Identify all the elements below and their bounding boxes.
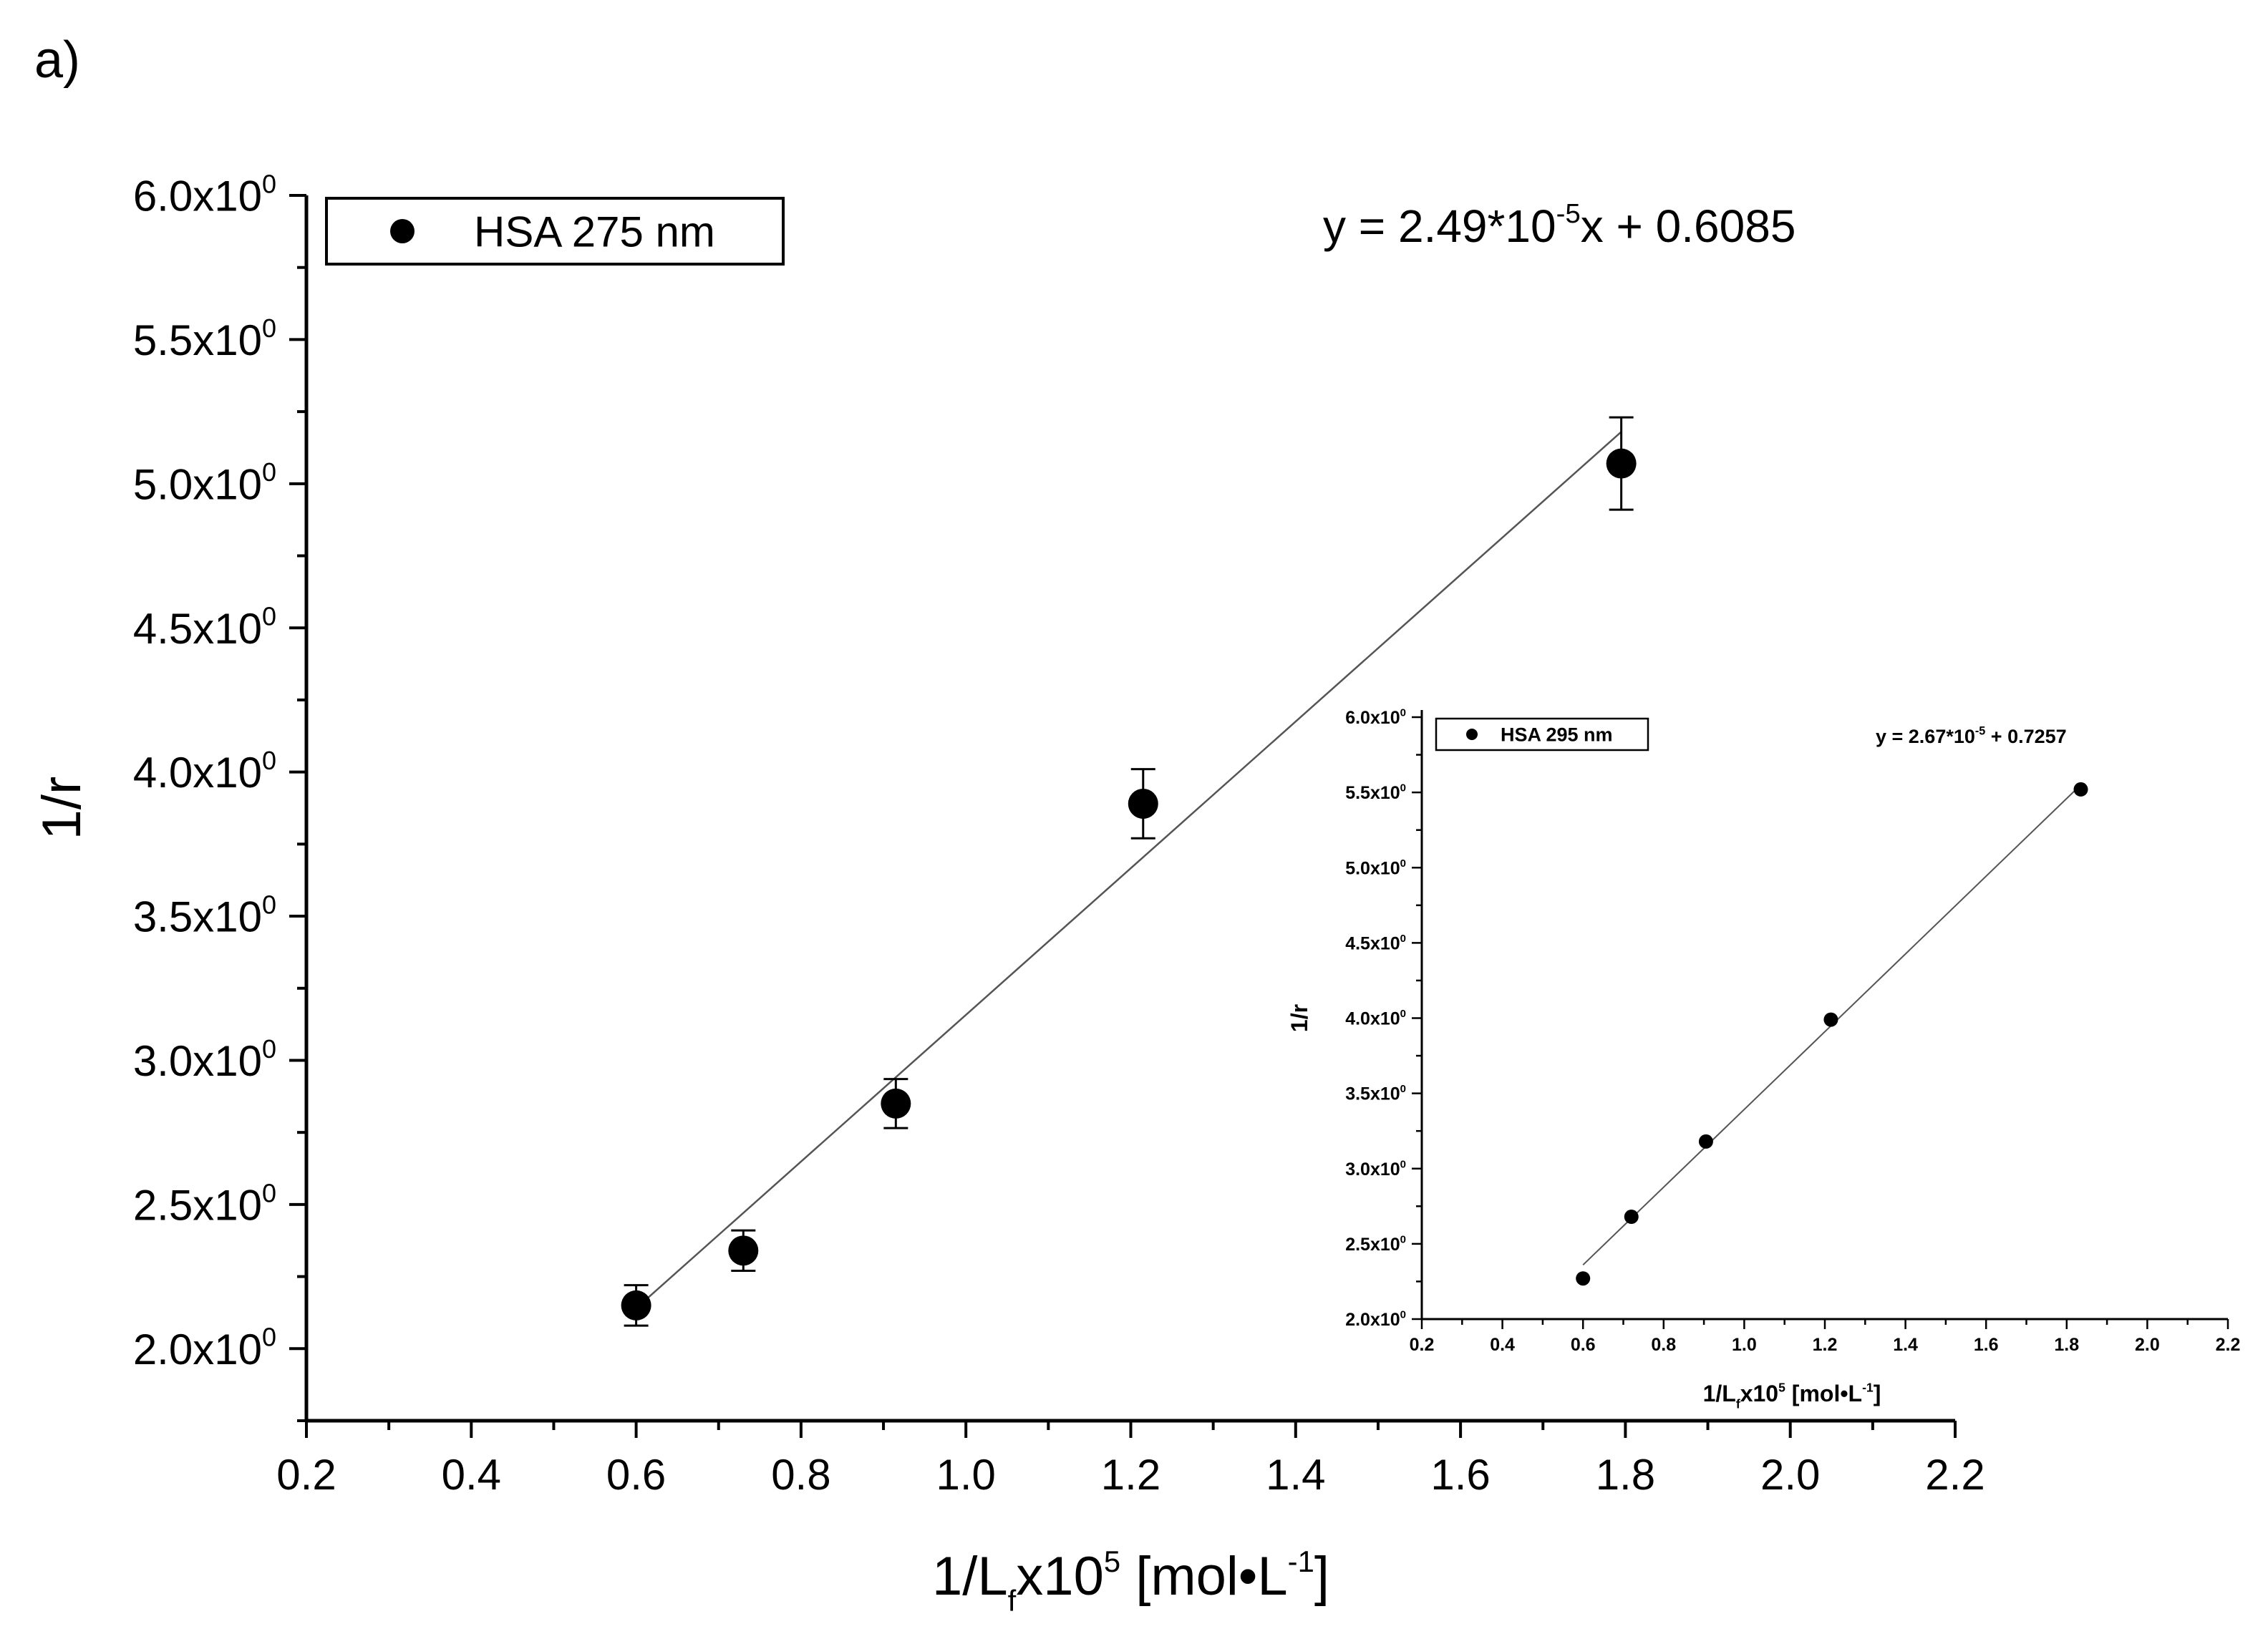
x-tick-label: 1.0 (936, 1451, 995, 1499)
y-tick-label: 4.0x100 (133, 746, 276, 797)
data-point (728, 1235, 759, 1266)
y-tick-label: 5.0x100 (133, 457, 276, 508)
legend-box (1435, 717, 1649, 752)
y-tick-label: 5.5x100 (133, 313, 276, 364)
x-tick-label: 2.0 (1760, 1451, 1820, 1499)
data-point (1823, 1012, 1838, 1027)
x-tick-label: 0.6 (1571, 1335, 1596, 1355)
y-tick-label: 4.0x100 (1345, 1008, 1406, 1029)
legend-label: HSA 275 nm (474, 208, 715, 256)
y-tick-label: 2.5x100 (133, 1178, 276, 1229)
data-point (1624, 1210, 1639, 1225)
x-tick-label: 0.2 (1410, 1335, 1435, 1355)
data-point (2073, 782, 2088, 797)
y-tick-label: 6.0x100 (1345, 707, 1406, 729)
y-tick-label: 4.5x100 (1345, 933, 1406, 954)
x-tick-label: 1.8 (2054, 1335, 2079, 1355)
x-tick-label: 2.2 (1925, 1451, 1984, 1499)
y-tick-label: 2.5x100 (1345, 1233, 1406, 1255)
x-tick-label: 0.4 (442, 1451, 501, 1499)
x-tick-label: 0.6 (606, 1451, 666, 1499)
y-tick-label: 6.0x100 (133, 169, 276, 220)
legend-marker (1466, 729, 1478, 740)
y-tick-label: 4.5x100 (133, 602, 276, 653)
y-tick-label: 3.0x100 (133, 1034, 276, 1085)
inset-chart: 0.2 0.4 0.6 0.8 1.0 1.2 1.4 1.6 1.8 2.0 2.2 2.0x100… (1286, 707, 2240, 1411)
y-axis-title: 1/r (32, 777, 92, 840)
x-tick-label: 2.0 (2135, 1335, 2160, 1355)
fit-equation: y = 2.49*10-5x + 0.6085 (1323, 198, 1796, 252)
y-axis-title: 1/r (1286, 1004, 1312, 1032)
data-point (881, 1088, 911, 1119)
x-tick-label: 1.2 (1813, 1335, 1838, 1355)
y-tick-label: 3.0x100 (1345, 1158, 1406, 1180)
data-point (1606, 448, 1637, 479)
x-tick-label: 1.4 (1893, 1335, 1918, 1355)
data-point (621, 1290, 651, 1321)
data-point (1576, 1271, 1591, 1286)
x-tick-label: 0.4 (1490, 1335, 1515, 1355)
x-tick-label: 1.0 (1732, 1335, 1757, 1355)
data-point (1698, 1134, 1713, 1149)
legend-marker (390, 219, 415, 243)
x-tick-label: 0.2 (276, 1451, 336, 1499)
y-tick-label: 3.5x100 (1345, 1083, 1406, 1104)
x-tick-label: 1.6 (1430, 1451, 1490, 1499)
x-axis-title: 1/Lfx105 [mol•L-1] (932, 1545, 1329, 1618)
x-tick-label: 0.8 (1651, 1335, 1676, 1355)
x-tick-label: 2.2 (2216, 1335, 2241, 1355)
y-tick-label: 5.5x100 (1345, 782, 1406, 804)
panel-label: a) (34, 31, 80, 89)
x-tick-label: 1.6 (1974, 1335, 1999, 1355)
fit-equation: y = 2.67*10-5 + 0.7257 (1876, 725, 2067, 747)
x-tick-label: 1.8 (1596, 1451, 1655, 1499)
y-tick-label: 3.5x100 (133, 890, 276, 940)
x-tick-label: 1.4 (1266, 1451, 1325, 1499)
x-tick-label: 1.2 (1101, 1451, 1160, 1499)
legend-label: HSA 295 nm (1501, 724, 1613, 746)
y-tick-label: 5.0x100 (1345, 857, 1406, 879)
y-tick-label: 2.0x100 (1345, 1309, 1406, 1331)
data-point (1128, 788, 1158, 819)
y-tick-label: 2.0x100 (133, 1323, 276, 1373)
x-axis-title: 1/Lfx105 [mol•L-1] (1703, 1381, 1881, 1411)
main-chart: 0.2 0.4 0.6 0.8 1.0 1.2 1.4 1.6 1.8 2.0 2.2 2.0x100… (32, 169, 1985, 1617)
fit-line (635, 431, 1622, 1309)
x-tick-label: 0.8 (771, 1451, 830, 1499)
